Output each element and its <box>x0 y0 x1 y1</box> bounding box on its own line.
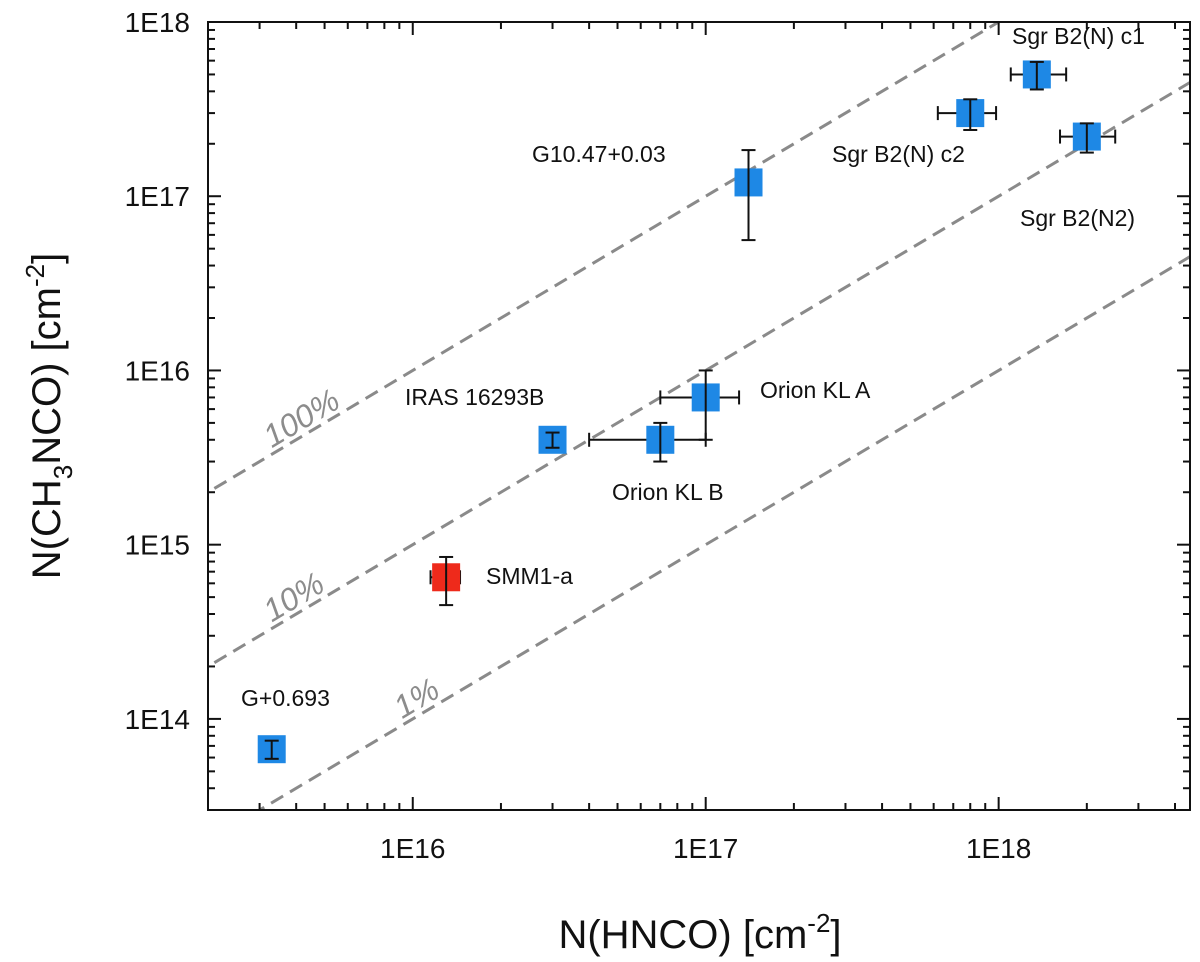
x-axis-title: N(HNCO) [cm-2] <box>558 908 841 957</box>
point-sgr-b2-n-c1 <box>1009 60 1068 91</box>
point-label-g10-47-0-03: G10.47+0.03 <box>532 141 666 167</box>
y-tick-label-1e16: 1E16 <box>125 355 190 386</box>
x-tick-label-1e17: 1E17 <box>673 833 738 864</box>
point-sgr-b2-n2 <box>1059 122 1117 154</box>
point-sgr-b2-n-c2 <box>936 98 998 131</box>
point-label-sgr-b2-n-c1: Sgr B2(N) c1 <box>1012 23 1145 49</box>
minor-ticks <box>207 22 1190 811</box>
point-orion-kl-b <box>588 421 707 463</box>
ratio-label-1: 1% <box>387 671 445 726</box>
point-label-orion-kl-a: Orion KL A <box>760 377 871 403</box>
point-label-smm1-a: SMM1-a <box>486 563 573 589</box>
point-iras-16293b <box>538 425 567 454</box>
point-smm1-a <box>429 555 462 607</box>
point-labels: Sgr B2(N) c1 Sgr B2(N) c2 Sgr B2(N2) G10.47… <box>241 23 1145 711</box>
ratio-labels: 100% 10% 1% <box>257 382 446 726</box>
ratio-line-1 <box>256 254 1190 810</box>
y-axis-title: N(CH3NCO) [cm-2] <box>20 253 78 579</box>
y-tick-label-1e15: 1E15 <box>125 530 190 561</box>
plot-frame <box>207 21 1191 811</box>
point-label-iras-16293b: IRAS 16293B <box>405 384 544 410</box>
y-tick-label-1e14: 1E14 <box>125 704 190 735</box>
point-label-sgr-b2-n2: Sgr B2(N2) <box>1020 205 1135 231</box>
point-g10-47-0-03 <box>734 149 763 242</box>
major-ticks <box>208 21 1190 810</box>
x-tick-label-1e16: 1E16 <box>380 833 445 864</box>
tick-labels: 1E16 1E17 1E18 1E14 1E15 1E16 1E17 1E18 <box>125 7 1032 864</box>
point-label-g-0-693: G+0.693 <box>241 685 330 711</box>
ratio-label-100: 100% <box>257 382 346 455</box>
point-label-orion-kl-b: Orion KL B <box>612 479 724 505</box>
point-label-sgr-b2-n-c2: Sgr B2(N) c2 <box>832 141 965 167</box>
y-tick-label-1e18: 1E18 <box>125 7 190 38</box>
x-tick-label-1e18: 1E18 <box>966 833 1031 864</box>
data-points <box>257 60 1117 764</box>
ratio-label-10: 10% <box>257 565 330 629</box>
y-tick-label-1e17: 1E17 <box>125 181 190 212</box>
point-g-0-693 <box>257 735 286 764</box>
ratio-line-100 <box>208 22 1002 494</box>
